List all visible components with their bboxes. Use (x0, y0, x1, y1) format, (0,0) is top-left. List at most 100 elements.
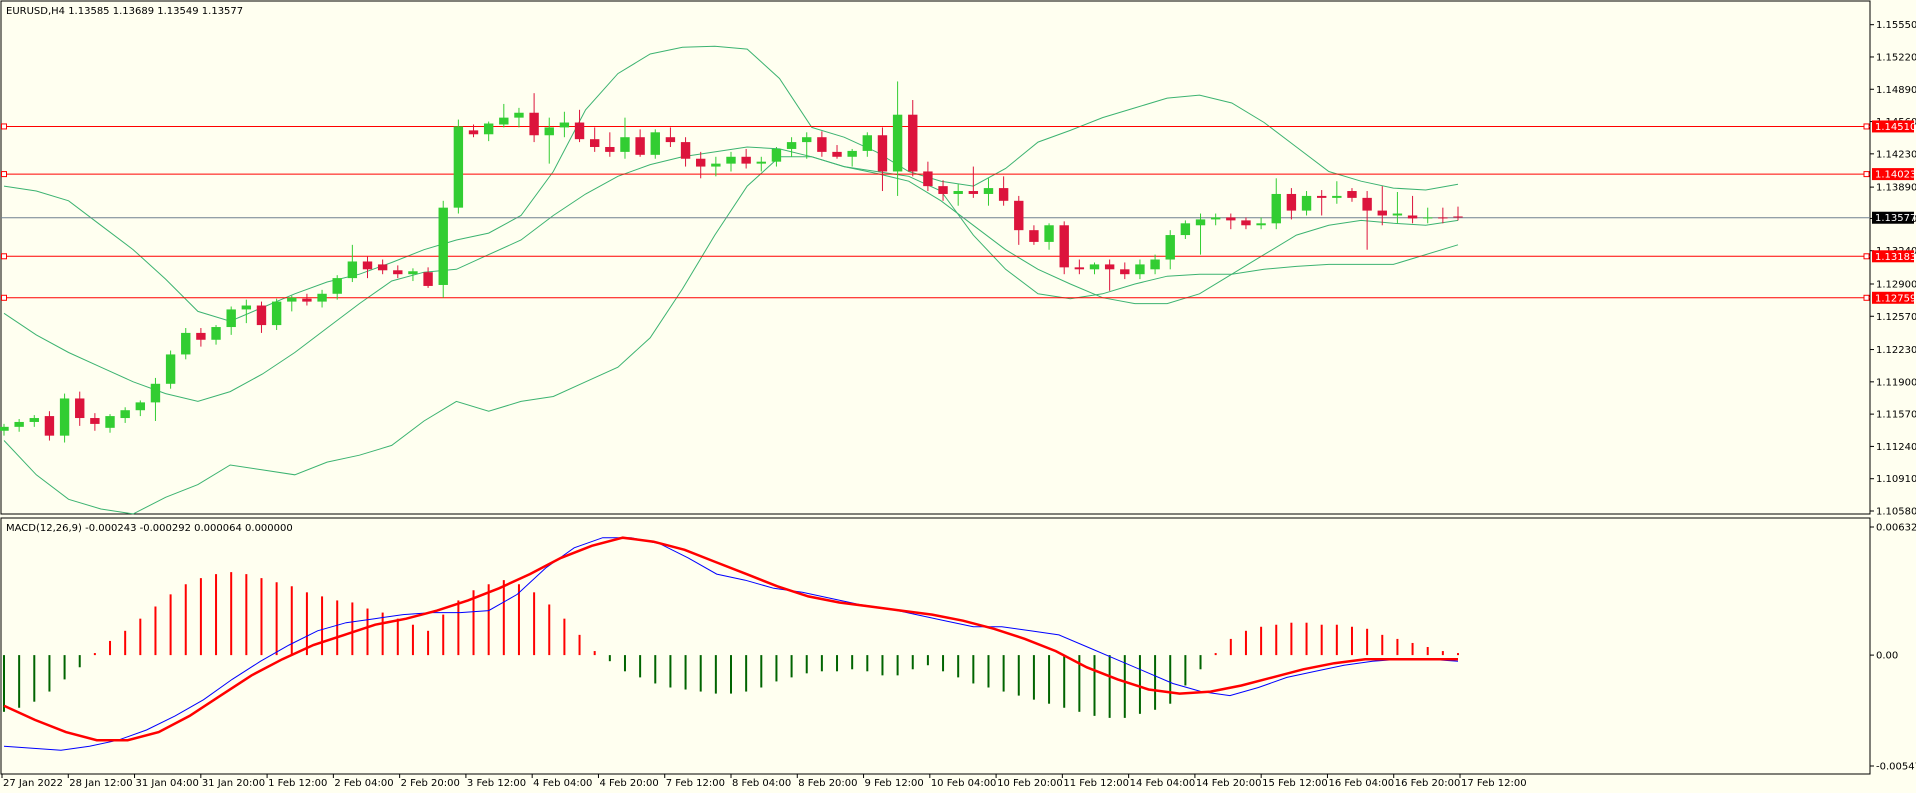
price-tick-label: 1.11570 (1876, 410, 1916, 421)
candle-body (241, 305, 252, 310)
candle-body (135, 402, 146, 411)
candle-body (544, 127, 554, 136)
bollinger-lower (3, 156, 1459, 515)
time-tick-label: 14 Feb 20:00 (1196, 778, 1262, 789)
candle-body (574, 122, 585, 140)
candle-body (75, 398, 85, 419)
price-tick-label: 1.15550 (1876, 20, 1916, 31)
macd-panel[interactable]: 0.006326 0.00 -0.005476 MACD(12,26,9) -0.0… (0, 517, 1916, 775)
price-tick-label: 1.10580 (1876, 507, 1916, 518)
candle-body (817, 137, 827, 152)
level-handle-right[interactable] (1863, 294, 1870, 301)
candle-body (802, 137, 812, 143)
candle-body (1165, 235, 1175, 260)
candle-body (1180, 223, 1191, 236)
candle-body (1316, 195, 1327, 198)
horizontal-levels[interactable] (1, 123, 1870, 301)
candle-body (1301, 195, 1312, 211)
candle-body (726, 156, 736, 164)
candle-body (423, 272, 433, 286)
level-handle-left[interactable] (1, 294, 7, 301)
macd-tick-label: 0.006326 (1876, 523, 1916, 534)
candles (0, 81, 1463, 443)
macd-panel-border (0, 517, 1871, 775)
candle-body (559, 122, 570, 128)
level-handle-right[interactable] (1863, 171, 1870, 178)
candle-body (256, 305, 267, 326)
candle-body (620, 137, 630, 152)
candle-body (181, 332, 191, 355)
candle-body (908, 114, 918, 172)
macd-tick-label: 0.00 (1876, 651, 1898, 662)
time-tick-label: 16 Feb 20:00 (1395, 778, 1461, 789)
candle-body (998, 188, 1009, 201)
candle-body (832, 151, 842, 157)
macd-main-line (3, 537, 1459, 751)
candle-body (347, 261, 358, 279)
macd-header: MACD(12,26,9) -0.000243 -0.000292 0.0000… (6, 523, 293, 534)
price-tick-label: 1.11240 (1876, 442, 1916, 453)
candle-body (59, 398, 70, 436)
price-tick-label: 1.10910 (1876, 474, 1916, 485)
current-price-label: 1.13577 (1875, 213, 1916, 224)
time-tick-label: 7 Feb 12:00 (666, 778, 725, 789)
time-tick-label: 10 Feb 04:00 (931, 778, 997, 789)
time-tick-label: 9 Feb 12:00 (865, 778, 924, 789)
candle-body (483, 123, 494, 135)
candle-body (877, 135, 888, 172)
price-tick-label: 1.14890 (1876, 85, 1916, 96)
candle-body (1044, 225, 1054, 242)
time-tick-label: 11 Feb 12:00 (1063, 778, 1129, 789)
candle-body (1407, 215, 1418, 219)
candle-body (287, 297, 297, 302)
candle-body (332, 278, 342, 294)
candle-body (650, 132, 660, 155)
macd-lines (3, 536, 1459, 751)
candle-body (938, 186, 948, 194)
candle-body (968, 191, 979, 194)
time-tick-label: 14 Feb 04:00 (1130, 778, 1196, 789)
candle-body (317, 293, 327, 302)
candle-body (438, 207, 448, 285)
candle-body (1089, 264, 1100, 270)
candle-body (786, 142, 797, 149)
time-tick-label: 27 Jan 2022 (3, 778, 63, 789)
current-price-box (1872, 211, 1914, 224)
price-panel[interactable]: 1.155501.152201.148901.145601.142301.138… (0, 0, 1916, 518)
candle-body (408, 271, 418, 275)
level-handle-right[interactable] (1863, 123, 1870, 130)
time-tick-label: 3 Feb 12:00 (467, 778, 526, 789)
level-handle-right[interactable] (1863, 253, 1870, 260)
candle-body (1059, 225, 1069, 268)
price-tick-label: 1.14230 (1876, 149, 1916, 160)
level-handle-left[interactable] (1, 253, 7, 260)
candle-body (1150, 259, 1160, 270)
candle-body (1210, 217, 1221, 220)
candle-body (1014, 200, 1024, 231)
level-handle-left[interactable] (1, 171, 7, 178)
time-tick-label: 1 Feb 12:00 (268, 778, 327, 789)
candle-body (1423, 217, 1433, 219)
candle-body (1241, 220, 1251, 226)
candle-body (499, 117, 509, 125)
candle-body (14, 421, 24, 427)
candle-body (1029, 230, 1039, 242)
time-tick-label: 4 Feb 20:00 (599, 778, 658, 789)
bollinger-middle (3, 146, 1459, 402)
candle-body (1392, 213, 1403, 216)
level-label: 1.14023 (1875, 170, 1916, 181)
candle-body (226, 309, 236, 328)
candle-body (696, 158, 706, 167)
time-tick-label: 31 Jan 04:00 (136, 778, 199, 789)
level-label: 1.14510 (1875, 122, 1916, 133)
candle-body (665, 137, 676, 143)
candle-body (771, 148, 782, 162)
level-handle-left[interactable] (1, 123, 7, 130)
macd-tick-label: -0.005476 (1876, 762, 1916, 773)
candle-body (635, 137, 645, 155)
level-label-box (1872, 291, 1914, 304)
candle-body (1377, 210, 1387, 216)
candle-body (1438, 217, 1448, 219)
price-tick-label: 1.15220 (1876, 52, 1916, 63)
